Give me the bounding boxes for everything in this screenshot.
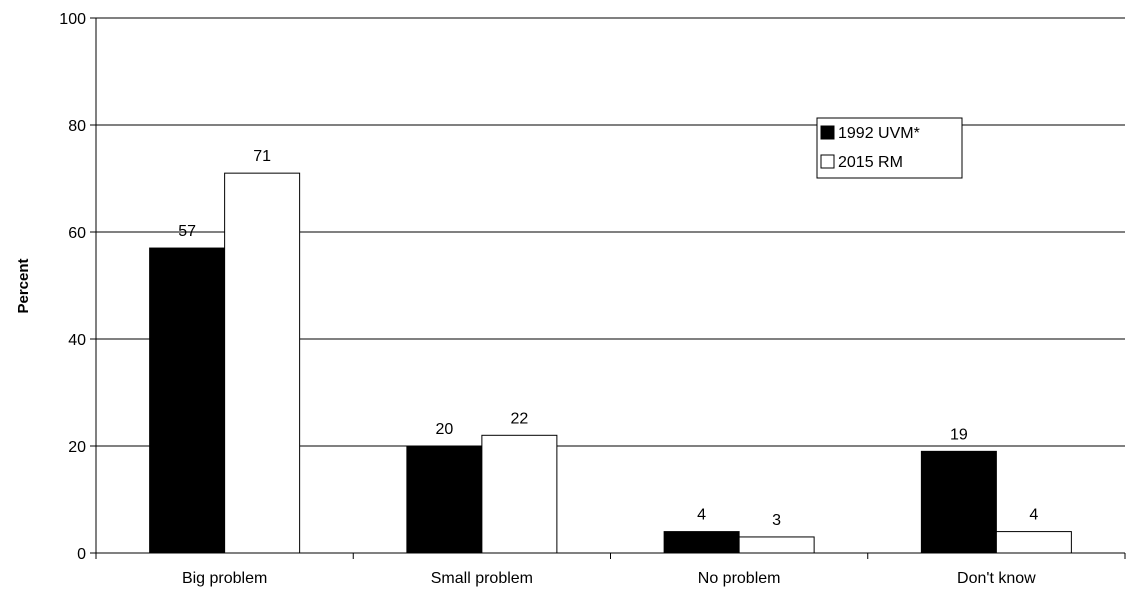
x-category-label: Small problem [431, 570, 533, 587]
legend-swatch-series-1 [820, 125, 835, 140]
y-tick-label: 0 [77, 546, 86, 563]
x-category-label: Big problem [182, 570, 267, 587]
data-label: 57 [178, 223, 196, 240]
y-tick-label: 40 [68, 332, 86, 349]
bars [149, 172, 1072, 554]
y-tick-label: 20 [68, 439, 86, 456]
data-label: 4 [697, 507, 706, 524]
y-axis-label: Percent [15, 258, 32, 313]
legend-label-series-2: 2015 RM [838, 154, 903, 171]
data-label: 71 [253, 148, 271, 165]
y-tick-label: 80 [68, 118, 86, 135]
bar-series-1 [920, 450, 997, 554]
data-label: 4 [1029, 507, 1038, 524]
bar-series-2 [481, 434, 558, 554]
legend: 1992 UVM* 2015 RM [816, 117, 963, 179]
data-label: 19 [950, 426, 968, 443]
x-category-label: Don't know [957, 570, 1036, 587]
bar-series-1 [149, 247, 226, 554]
bar-series-2 [224, 172, 301, 554]
legend-label-series-1: 1992 UVM* [838, 125, 920, 142]
bar-series-1 [663, 531, 740, 554]
category-labels: Big problem Small problem No problem Don't … [182, 570, 1036, 587]
legend-swatch-series-2 [820, 154, 835, 169]
data-label: 3 [772, 512, 781, 529]
y-tick-labels: 0 20 40 60 80 100 [59, 11, 86, 563]
data-label: 20 [435, 421, 453, 438]
legend-box [816, 117, 963, 179]
bar-series-1 [406, 445, 483, 554]
bar-series-2 [738, 536, 815, 554]
bar-series-2 [995, 531, 1072, 554]
x-category-label: No problem [698, 570, 781, 587]
data-label: 22 [510, 410, 528, 427]
y-tick-label: 100 [59, 11, 86, 28]
data-labels: 57 71 20 22 4 3 19 4 [178, 148, 1038, 529]
y-tick-label: 60 [68, 225, 86, 242]
